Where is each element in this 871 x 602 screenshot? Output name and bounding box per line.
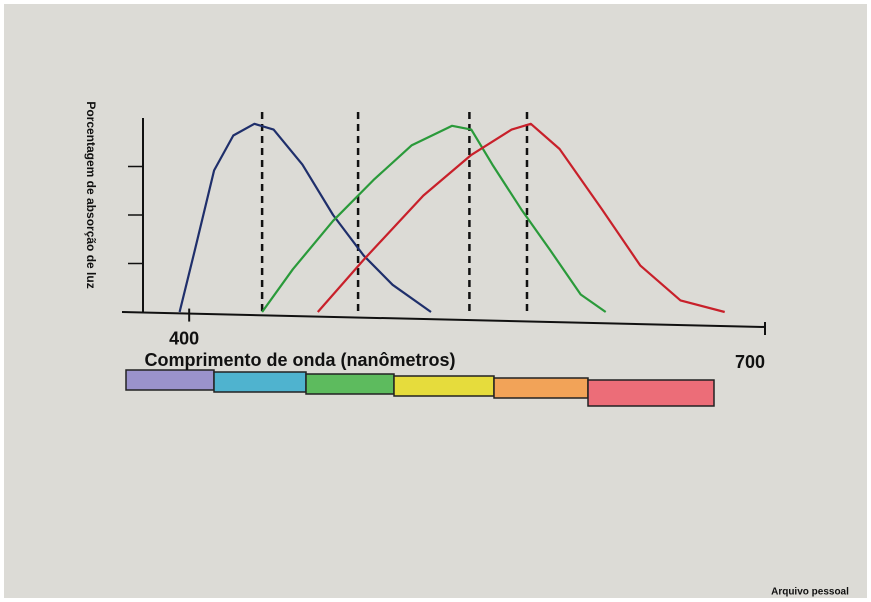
x-axis <box>121 311 766 328</box>
y-axis-label: Porcentagem de absorção de luz <box>84 101 98 288</box>
x-tick-label: 700 <box>735 352 765 372</box>
source: Arquivo pessoal <box>771 587 849 598</box>
x-axis-label: Comprimento de onda (nanômetros) <box>144 350 455 370</box>
line-series <box>316 122 725 314</box>
line-series <box>261 124 607 313</box>
x-tick-label: 400 <box>169 328 199 348</box>
spectrum-bar <box>125 369 715 407</box>
paper <box>4 4 867 598</box>
line-series <box>178 122 432 313</box>
